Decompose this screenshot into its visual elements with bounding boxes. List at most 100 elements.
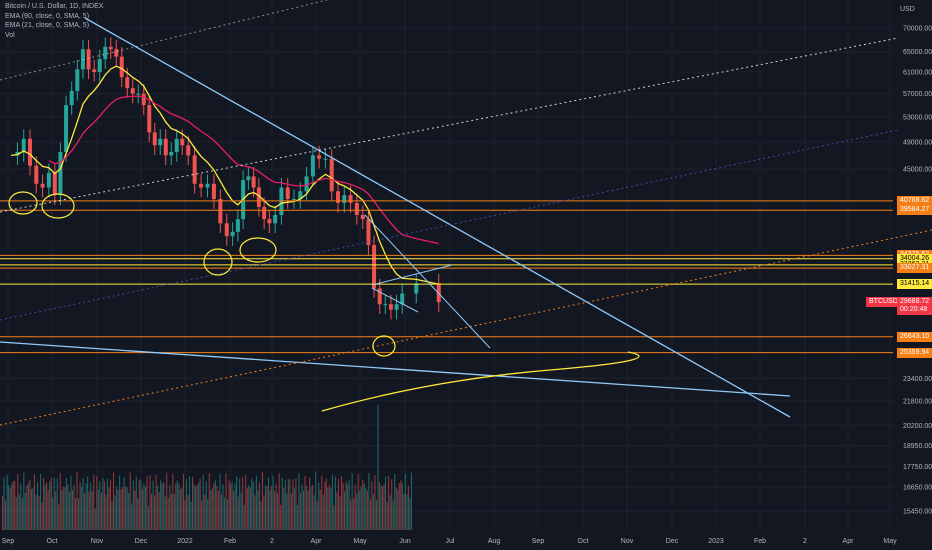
volume-bar-59	[91, 491, 93, 530]
volume-bar-94	[144, 486, 146, 530]
candle-body-44	[262, 206, 267, 220]
candle-body-35	[211, 183, 216, 200]
volume-bar-153	[234, 483, 236, 530]
volume-bar-205	[313, 495, 315, 530]
volume-bar-266	[406, 494, 408, 530]
volume-bar-81	[125, 486, 127, 530]
candle-body-48	[285, 187, 290, 200]
candle-body-65	[388, 304, 393, 310]
volume-bar-2	[5, 500, 7, 530]
candle-body-9	[64, 105, 69, 152]
volume-bar-236	[360, 486, 362, 530]
volume-bar-168	[257, 490, 259, 530]
legend-ema-21: EMA (21, close, 0, SMA, 5)	[5, 22, 90, 29]
volume-bar-171	[261, 472, 264, 530]
volume-bar-98	[150, 494, 153, 530]
volume-bar-80	[123, 477, 125, 530]
candle-body-21	[130, 88, 135, 94]
y-tick-label-0: 70000.00	[903, 26, 932, 33]
volume-bar-163	[249, 487, 251, 530]
x-tick-label-2: Nov	[91, 538, 104, 545]
volume-bar-38	[59, 473, 61, 530]
volume-bar-219	[334, 476, 336, 530]
volume-bar-248	[378, 482, 381, 530]
volume-bar-122	[187, 494, 189, 530]
volume-bar-6	[11, 484, 13, 530]
volume-bar-129	[198, 482, 200, 530]
candle-body-53	[317, 155, 322, 159]
candle-body-69	[436, 283, 441, 303]
volume-bar-105	[161, 483, 163, 530]
annotation-circle-4	[372, 335, 396, 357]
channel-mid	[0, 129, 899, 321]
trendline-steep	[364, 214, 491, 349]
x-tick-label-15: Dec	[666, 538, 679, 545]
volume-bar-116	[178, 483, 180, 530]
volume-bar-93	[143, 483, 145, 530]
volume-bar-32	[50, 477, 52, 530]
volume-bar-4	[8, 485, 10, 530]
volume-bar-72	[111, 501, 113, 530]
candle-body-50	[298, 191, 303, 200]
volume-bar-132	[202, 474, 204, 530]
volume-bar-188	[287, 479, 289, 530]
candle-body-14	[92, 69, 97, 72]
candle-body-55	[329, 158, 334, 192]
volume-bar-164	[251, 478, 253, 530]
wedge-bottom	[371, 287, 419, 313]
volume-bar-145	[222, 484, 224, 530]
candle-body-52	[310, 155, 315, 177]
candle-body-30	[180, 138, 185, 146]
candle-body-18	[114, 49, 119, 57]
volume-bar-134	[205, 481, 207, 530]
volume-bar-261	[398, 483, 400, 530]
volume-bar-107	[164, 496, 166, 530]
volume-bar-243	[371, 481, 373, 530]
volume-bar-230	[351, 473, 353, 530]
price-level-label-8: 25359.94	[897, 347, 932, 358]
volume-bar-220	[336, 492, 338, 530]
candle-body-56	[336, 191, 340, 203]
volume-bar-146	[223, 497, 226, 530]
annotation-circle-0	[8, 191, 38, 215]
annotation-circle-2	[203, 248, 233, 276]
volume-bar-57	[88, 491, 90, 530]
volume-bar-227	[347, 484, 349, 530]
volume-bar-152	[233, 490, 235, 530]
volume-bar-108	[166, 472, 168, 530]
volume-bar-225	[344, 491, 346, 530]
volume-bar-78	[120, 488, 122, 530]
price-level-label-5: 33027.31	[897, 263, 932, 274]
volume-bar-52	[81, 486, 83, 530]
volume-bar-197	[301, 484, 303, 530]
volume-bar-109	[167, 498, 169, 530]
volume-bar-249	[380, 485, 382, 530]
candle-body-37	[224, 223, 229, 237]
volume-bar-185	[283, 487, 285, 530]
candle-body-67	[400, 293, 405, 305]
candle-body-15	[97, 59, 102, 72]
candle-body-4	[34, 165, 39, 184]
volume-bar-155	[237, 496, 239, 530]
volume-bar-113	[173, 493, 175, 530]
volume-bar-210	[321, 475, 323, 530]
volume-bar-82	[126, 487, 128, 530]
x-tick-label-0: Sep	[2, 538, 15, 545]
volume-bar-250	[382, 486, 384, 530]
volume-bar-174	[266, 486, 268, 530]
volume-bar-180	[275, 484, 277, 530]
y-tick-label-6: 45000.00	[903, 167, 932, 174]
volume-bar-53	[82, 477, 84, 530]
x-tick-label-16: 2023	[708, 538, 724, 545]
volume-bar-245	[374, 475, 376, 530]
volume-bar-50	[78, 498, 80, 530]
volume-bar-214	[327, 487, 329, 530]
x-tick-label-4: 2022	[177, 538, 193, 545]
volume-bar-25	[40, 473, 42, 530]
wedge-top	[371, 264, 453, 286]
volume-bar-35	[55, 491, 57, 530]
x-tick-label-12: Sep	[532, 538, 545, 545]
y-tick-label-7: 23400.00	[903, 376, 932, 383]
volume-bar-106	[163, 482, 165, 530]
